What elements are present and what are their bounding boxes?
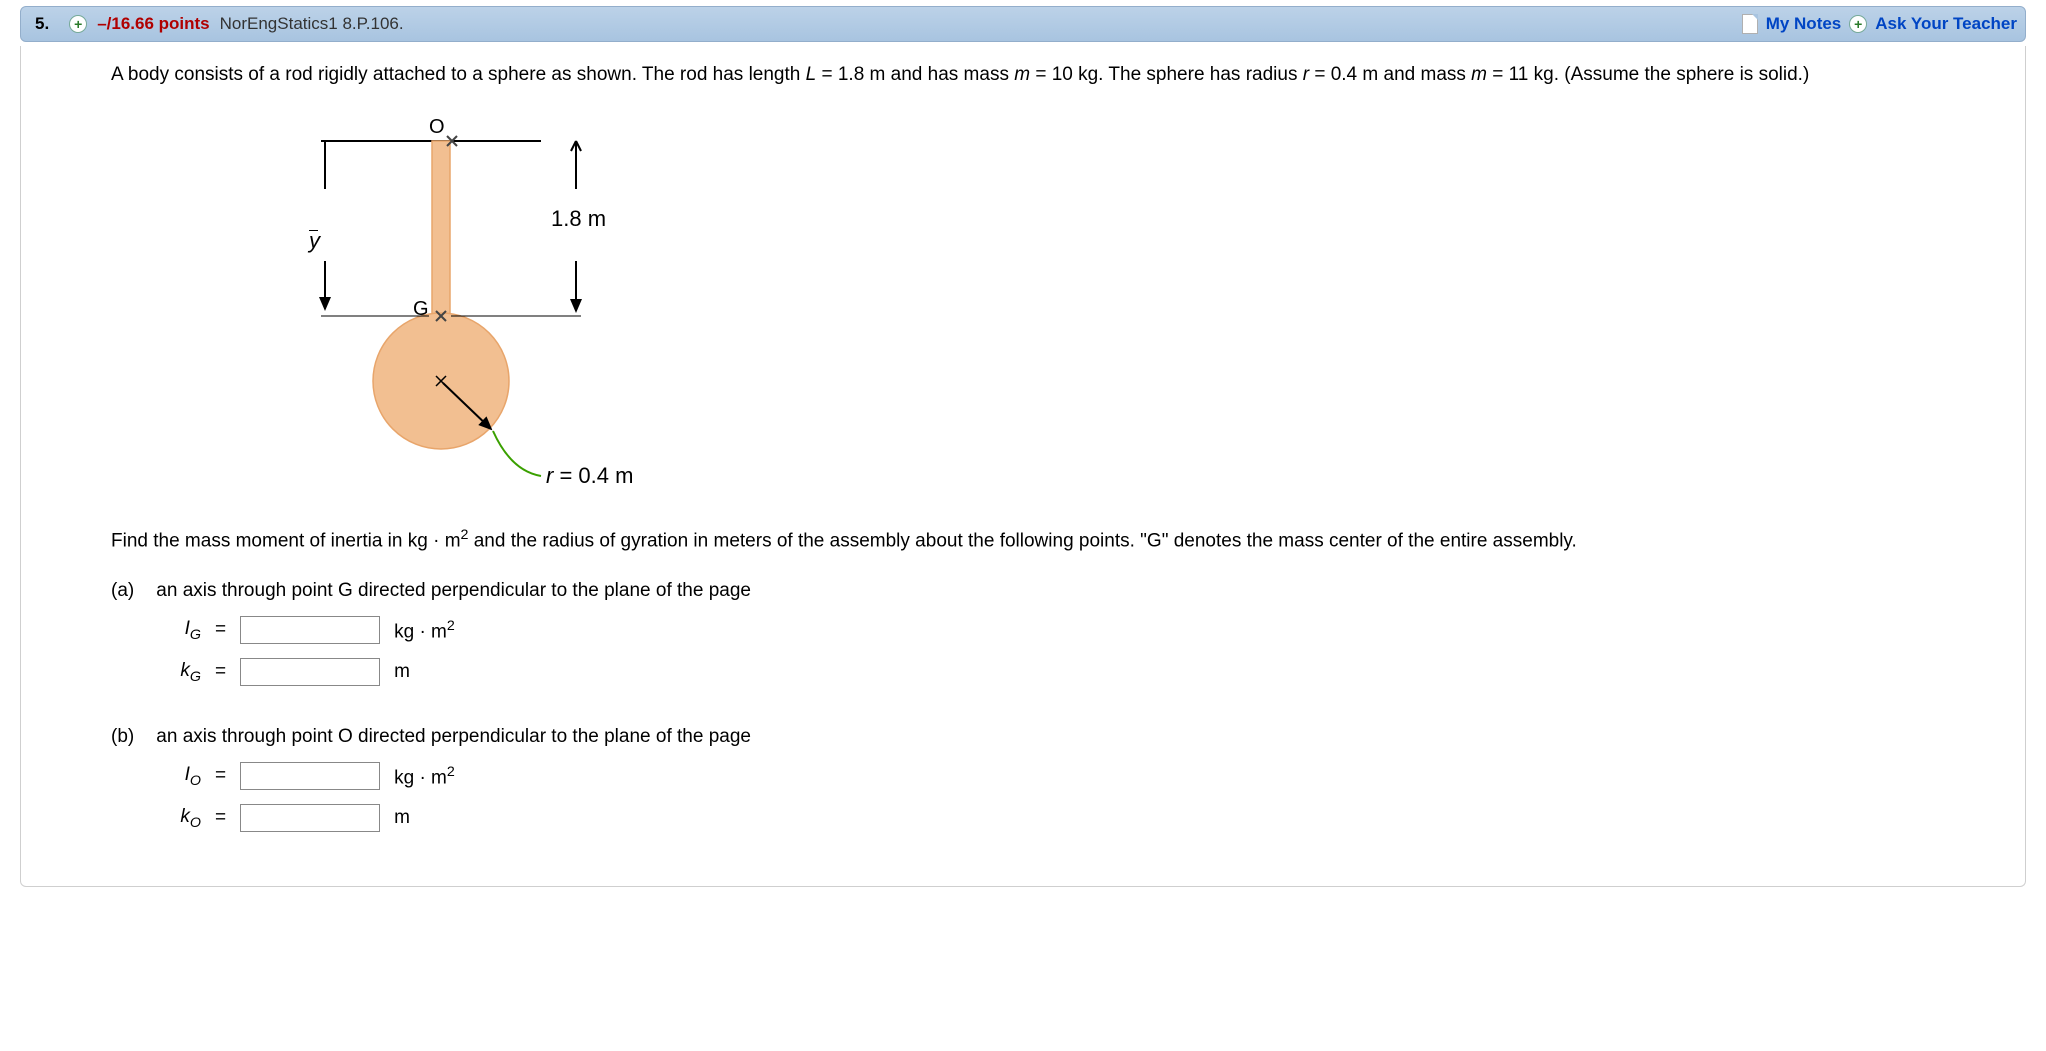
question-body: A body consists of a rod rigidly attache…: [20, 46, 2026, 887]
text: = 0.4 m and mass: [1309, 64, 1471, 85]
row-IG: IG = kg · m2: [171, 616, 2005, 644]
text: and the radius of gyration in meters of …: [468, 531, 1576, 552]
part-a-answers: IG = kg · m2 kG = m: [171, 616, 2005, 686]
instruction-text: Find the mass moment of inertia in kg · …: [111, 524, 2005, 556]
source-text: NorEngStatics1 8.P.106.: [220, 14, 404, 34]
part-b: (b) an axis through point O directed per…: [111, 726, 2005, 832]
label-ybar: y: [309, 228, 320, 254]
problem-statement: A body consists of a rod rigidly attache…: [111, 60, 2005, 89]
my-notes-link[interactable]: My Notes: [1766, 14, 1842, 34]
part-a: (a) an axis through point G directed per…: [111, 580, 2005, 686]
sym-IO: IO: [171, 764, 201, 789]
part-a-text: an axis through point G directed perpend…: [156, 580, 751, 601]
part-b-label: (b): [111, 726, 151, 748]
figure-svg: O G: [181, 111, 741, 491]
label-radius: r = 0.4 m: [546, 463, 633, 488]
input-IO[interactable]: [240, 762, 380, 790]
label-length: 1.8 m: [551, 206, 606, 231]
equals: =: [215, 619, 226, 641]
header-right: My Notes + Ask Your Teacher: [1742, 14, 2017, 34]
var-m1: m: [1014, 64, 1030, 85]
part-b-text: an axis through point O directed perpend…: [156, 726, 751, 747]
part-b-answers: IO = kg · m2 kO = m: [171, 762, 2005, 832]
unit-IG: kg · m2: [394, 618, 455, 643]
notes-icon[interactable]: [1742, 14, 1758, 34]
ask-teacher-icon[interactable]: +: [1849, 15, 1867, 33]
question-header: 5. + –/16.66 points NorEngStatics1 8.P.1…: [20, 6, 2026, 42]
header-left: 5. + –/16.66 points NorEngStatics1 8.P.1…: [29, 14, 404, 34]
text: = 10 kg. The sphere has radius: [1030, 64, 1303, 85]
var-m2: m: [1471, 64, 1487, 85]
question-number: 5.: [35, 14, 49, 34]
text: A body consists of a rod rigidly attache…: [111, 64, 806, 85]
unit-kG: m: [394, 661, 410, 683]
row-IO: IO = kg · m2: [171, 762, 2005, 790]
question-container: 5. + –/16.66 points NorEngStatics1 8.P.1…: [0, 6, 2046, 927]
sym-kO: kO: [171, 806, 201, 831]
text: Find the mass moment of inertia in kg · …: [111, 531, 461, 552]
input-IG[interactable]: [240, 616, 380, 644]
row-kG: kG = m: [171, 658, 2005, 686]
var-L: L: [806, 64, 817, 85]
ask-teacher-link[interactable]: Ask Your Teacher: [1875, 14, 2017, 34]
points-text: –/16.66 points: [97, 14, 209, 34]
expand-icon[interactable]: +: [69, 15, 87, 33]
sym-IG: IG: [171, 618, 201, 643]
input-kO[interactable]: [240, 804, 380, 832]
label-G: G: [413, 298, 429, 320]
unit-kO: m: [394, 807, 410, 829]
sym-kG: kG: [171, 660, 201, 685]
row-kO: kO = m: [171, 804, 2005, 832]
equals: =: [215, 765, 226, 787]
part-a-label: (a): [111, 580, 151, 602]
equals: =: [215, 807, 226, 829]
input-kG[interactable]: [240, 658, 380, 686]
unit-IO: kg · m2: [394, 764, 455, 789]
equals: =: [215, 661, 226, 683]
label-O: O: [429, 116, 445, 138]
figure: O G: [181, 111, 2005, 496]
text: = 1.8 m and has mass: [816, 64, 1014, 85]
text: = 11 kg. (Assume the sphere is solid.): [1487, 64, 1809, 85]
